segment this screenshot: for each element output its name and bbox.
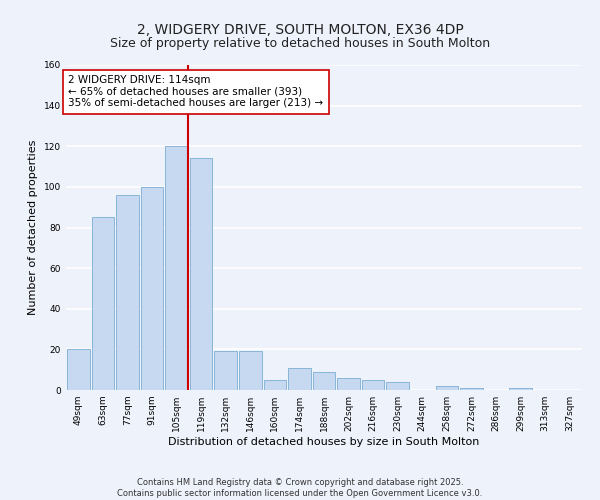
- Bar: [509, 388, 532, 390]
- Bar: [165, 146, 188, 390]
- Bar: [67, 350, 89, 390]
- Bar: [92, 218, 114, 390]
- Bar: [239, 352, 262, 390]
- Bar: [362, 380, 385, 390]
- Text: Size of property relative to detached houses in South Molton: Size of property relative to detached ho…: [110, 38, 490, 51]
- Bar: [460, 388, 483, 390]
- X-axis label: Distribution of detached houses by size in South Molton: Distribution of detached houses by size …: [169, 437, 479, 447]
- Bar: [313, 372, 335, 390]
- Text: 2 WIDGERY DRIVE: 114sqm
← 65% of detached houses are smaller (393)
35% of semi-d: 2 WIDGERY DRIVE: 114sqm ← 65% of detache…: [68, 75, 323, 108]
- Bar: [386, 382, 409, 390]
- Bar: [190, 158, 212, 390]
- Bar: [288, 368, 311, 390]
- Y-axis label: Number of detached properties: Number of detached properties: [28, 140, 38, 315]
- Bar: [140, 187, 163, 390]
- Bar: [337, 378, 360, 390]
- Bar: [116, 195, 139, 390]
- Bar: [263, 380, 286, 390]
- Bar: [214, 352, 237, 390]
- Text: Contains HM Land Registry data © Crown copyright and database right 2025.
Contai: Contains HM Land Registry data © Crown c…: [118, 478, 482, 498]
- Bar: [436, 386, 458, 390]
- Text: 2, WIDGERY DRIVE, SOUTH MOLTON, EX36 4DP: 2, WIDGERY DRIVE, SOUTH MOLTON, EX36 4DP: [137, 22, 463, 36]
